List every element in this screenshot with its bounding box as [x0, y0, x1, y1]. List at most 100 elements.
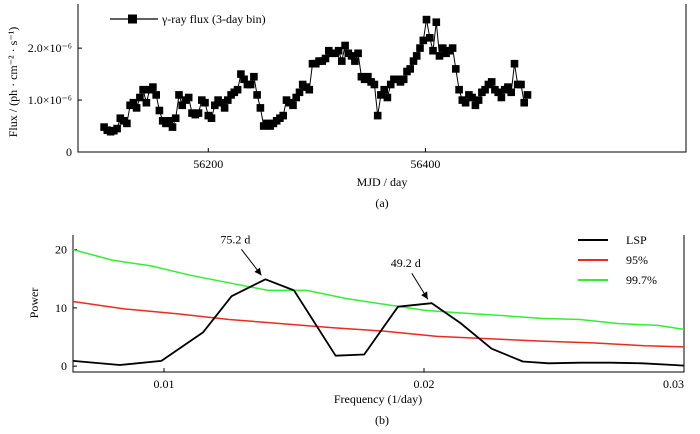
- flux-point: [217, 98, 226, 107]
- panel-a-label: (a): [375, 196, 388, 210]
- panel-a-light-curve: 0 1.0×10⁻⁶ 2.0×10⁻⁶ 56200 56400 γ-ray flux …: [6, 4, 687, 210]
- flux-point: [517, 80, 525, 89]
- flux-point: [129, 98, 138, 107]
- lsp-line: [72, 278, 685, 367]
- flux-point: [380, 85, 388, 94]
- panel-b-y-ticks: 0 10 20: [55, 243, 77, 373]
- flux-point: [142, 98, 151, 107]
- flux-point: [194, 109, 203, 117]
- flux-point: [468, 93, 476, 102]
- flux-point: [149, 83, 157, 91]
- flux-point: [113, 124, 121, 133]
- flux-point: [321, 54, 330, 63]
- panel-a-y-tick-label: 0: [66, 145, 72, 159]
- flux-point: [165, 117, 173, 125]
- panel-a-flux-series: [100, 15, 532, 136]
- flux-point: [523, 91, 532, 99]
- flux-point: [178, 101, 186, 110]
- flux-point: [171, 114, 180, 122]
- panel-b-y-axis-title: Power: [27, 288, 41, 319]
- flux-point: [201, 98, 209, 107]
- panel-a-y-tick-label: 1.0×10⁻⁶: [28, 93, 72, 107]
- peak-annotation-arrowhead: [254, 267, 262, 276]
- flux-point: [377, 91, 385, 99]
- flux-point: [412, 52, 421, 60]
- flux-point: [155, 106, 164, 115]
- flux-point: [416, 44, 424, 52]
- flux-point: [439, 44, 447, 52]
- peak-annotation-label: 49.2 d: [391, 256, 421, 270]
- flux-point: [383, 93, 392, 102]
- flux-point: [347, 52, 356, 60]
- flux-point: [338, 57, 346, 65]
- panel-b-x-tick-label: 0.01: [154, 377, 175, 391]
- panel-a-x-ticks: 56200 56400: [193, 148, 440, 171]
- flux-point: [419, 36, 428, 45]
- panel-b-x-axis-title: Frequency (1/day): [334, 392, 422, 406]
- flux-point: [520, 98, 528, 107]
- flux-point: [253, 91, 261, 99]
- flux-point: [123, 119, 131, 128]
- panel-a-y-tick-label: 2.0×10⁻⁶: [28, 41, 72, 55]
- flux-point: [510, 59, 519, 68]
- legend-label-flux: γ-ray flux (3-day bin): [161, 12, 266, 26]
- flux-point: [435, 52, 444, 60]
- flux-point: [279, 111, 287, 120]
- flux-point: [399, 75, 408, 84]
- flux-point: [386, 80, 395, 89]
- panel-b-series: [72, 248, 685, 367]
- flux-point: [461, 98, 470, 107]
- panel-b-y-tick-label: 20: [55, 243, 67, 257]
- flux-point: [507, 88, 515, 97]
- flux-point: [354, 49, 362, 58]
- flux-point: [432, 18, 441, 26]
- flux-point: [224, 96, 232, 104]
- legend-label-lsp: LSP: [626, 233, 647, 247]
- panel-a-axes-frame: [77, 4, 687, 153]
- flux-point: [373, 111, 382, 120]
- flux-point: [334, 46, 343, 55]
- flux-point: [250, 72, 258, 81]
- panel-b-axes-frame: [72, 235, 685, 373]
- flux-point: [351, 57, 359, 65]
- flux-point: [168, 123, 177, 131]
- flux-point: [295, 88, 304, 97]
- panel-b-label: (b): [375, 413, 389, 427]
- flux-series-line: [103, 19, 528, 133]
- panel-b-x-tick-label: 0.03: [663, 377, 684, 391]
- flux-point: [305, 85, 314, 94]
- flux-point: [474, 96, 483, 104]
- flux-point: [429, 46, 437, 55]
- flux-point: [207, 114, 216, 122]
- panel-a-y-ticks: 0 1.0×10⁻⁶ 2.0×10⁻⁶: [28, 41, 82, 159]
- flux-point: [136, 93, 144, 102]
- flux-point: [448, 44, 457, 52]
- threshold-99-7-line: [72, 248, 685, 331]
- flux-point: [256, 104, 265, 112]
- panel-b-x-ticks: 0.01 0.02 0.03: [154, 368, 685, 391]
- flux-point: [471, 101, 480, 110]
- flux-point: [452, 65, 460, 73]
- flux-point: [409, 57, 418, 65]
- legend-marker-square: [128, 14, 137, 24]
- flux-point: [364, 72, 372, 81]
- flux-point: [175, 91, 183, 99]
- flux-point: [152, 91, 160, 99]
- flux-point: [237, 70, 245, 78]
- peak-annotation-label: 75.2 d: [220, 232, 250, 246]
- flux-point: [481, 85, 489, 94]
- flux-point: [132, 104, 141, 112]
- flux-point: [240, 75, 248, 84]
- flux-point: [341, 41, 349, 50]
- legend-label-99-7: 99.7%: [626, 273, 657, 287]
- flux-point: [422, 15, 431, 24]
- threshold-95-line: [72, 300, 685, 348]
- flux-point: [184, 93, 193, 102]
- panel-a-legend: γ-ray flux (3-day bin): [110, 12, 266, 26]
- panel-b-x-tick-label: 0.02: [414, 377, 435, 391]
- panel-a-x-axis-title: MJD / day: [357, 175, 408, 189]
- flux-point: [246, 80, 255, 89]
- panel-b-y-tick-label: 0: [61, 359, 67, 373]
- panel-b-y-tick-label: 10: [55, 301, 67, 315]
